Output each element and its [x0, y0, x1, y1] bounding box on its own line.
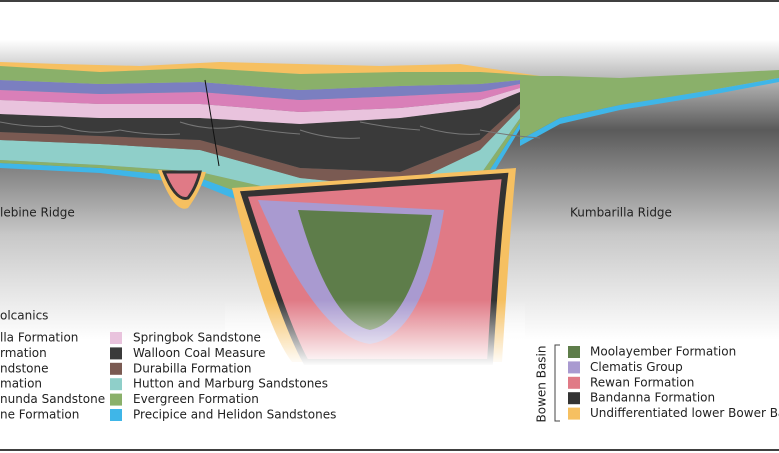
legend-swatch [110, 393, 122, 406]
legend-swatch [110, 332, 122, 344]
small-trough [161, 170, 202, 200]
legend-text: Durabilla Formation [133, 361, 252, 375]
coal-streak [59, 125, 121, 133]
legend-swatch [110, 409, 122, 421]
ridge-label: lebine Ridge [0, 206, 75, 220]
purple-band [0, 78, 540, 100]
coal-streak [0, 121, 61, 127]
legend-swatch [568, 346, 580, 358]
legend-swatch [568, 407, 580, 420]
coal-streak [179, 121, 241, 129]
legend-text: Springbok Sandstone [133, 331, 261, 345]
coal-streak [359, 121, 421, 131]
legend-text: Moolayember Formation [590, 345, 736, 359]
fault [204, 79, 220, 167]
durabilla [0, 86, 540, 188]
walloon [0, 84, 540, 172]
legend-swatch [110, 347, 122, 360]
legend-swatch [568, 361, 580, 374]
coal-streak [239, 125, 301, 135]
legend-swatch [110, 378, 122, 391]
right-band [520, 70, 779, 140]
legend-text: Hutton and Marburg Sandstones [133, 377, 328, 391]
legend-text: ndstone [0, 361, 49, 375]
group-label: Bowen Basin [535, 346, 549, 423]
legend-text: Walloon Coal Measure [133, 346, 265, 360]
fade [225, 300, 525, 366]
coal-streak [119, 129, 181, 135]
ridge-label: Kumbarilla Ridge [570, 206, 672, 220]
legend-text: olcanics [0, 309, 48, 323]
springbok [0, 82, 540, 124]
legend-text: ne Formation [0, 408, 79, 422]
legend-text: Bandanna Formation [590, 391, 715, 405]
legend-text: Precipice and Helidon Sandstones [133, 408, 336, 422]
legend-swatch [568, 376, 580, 389]
legend-text: mation [0, 377, 42, 391]
legend-text: lla Formation [0, 331, 78, 345]
hutton [0, 88, 540, 205]
pink-band [0, 80, 540, 112]
legend-text: rmation [0, 346, 47, 360]
legend-text: Undifferentiated lower Bower Basi [590, 406, 779, 420]
evergreen-top [0, 66, 540, 90]
legend-text: Evergreen Formation [133, 392, 259, 406]
legend-swatch [568, 392, 580, 405]
bracket [554, 344, 560, 422]
right-band [520, 78, 779, 146]
coal-streak [299, 129, 361, 139]
coal-streak [479, 129, 541, 139]
legend-swatch [110, 362, 122, 375]
layers [0, 62, 779, 366]
legend-text: Rewan Formation [590, 375, 694, 389]
legend-text: Clematis Group [590, 360, 683, 374]
legend-text: nunda Sandstone [0, 392, 105, 406]
coal-streak [419, 125, 481, 135]
